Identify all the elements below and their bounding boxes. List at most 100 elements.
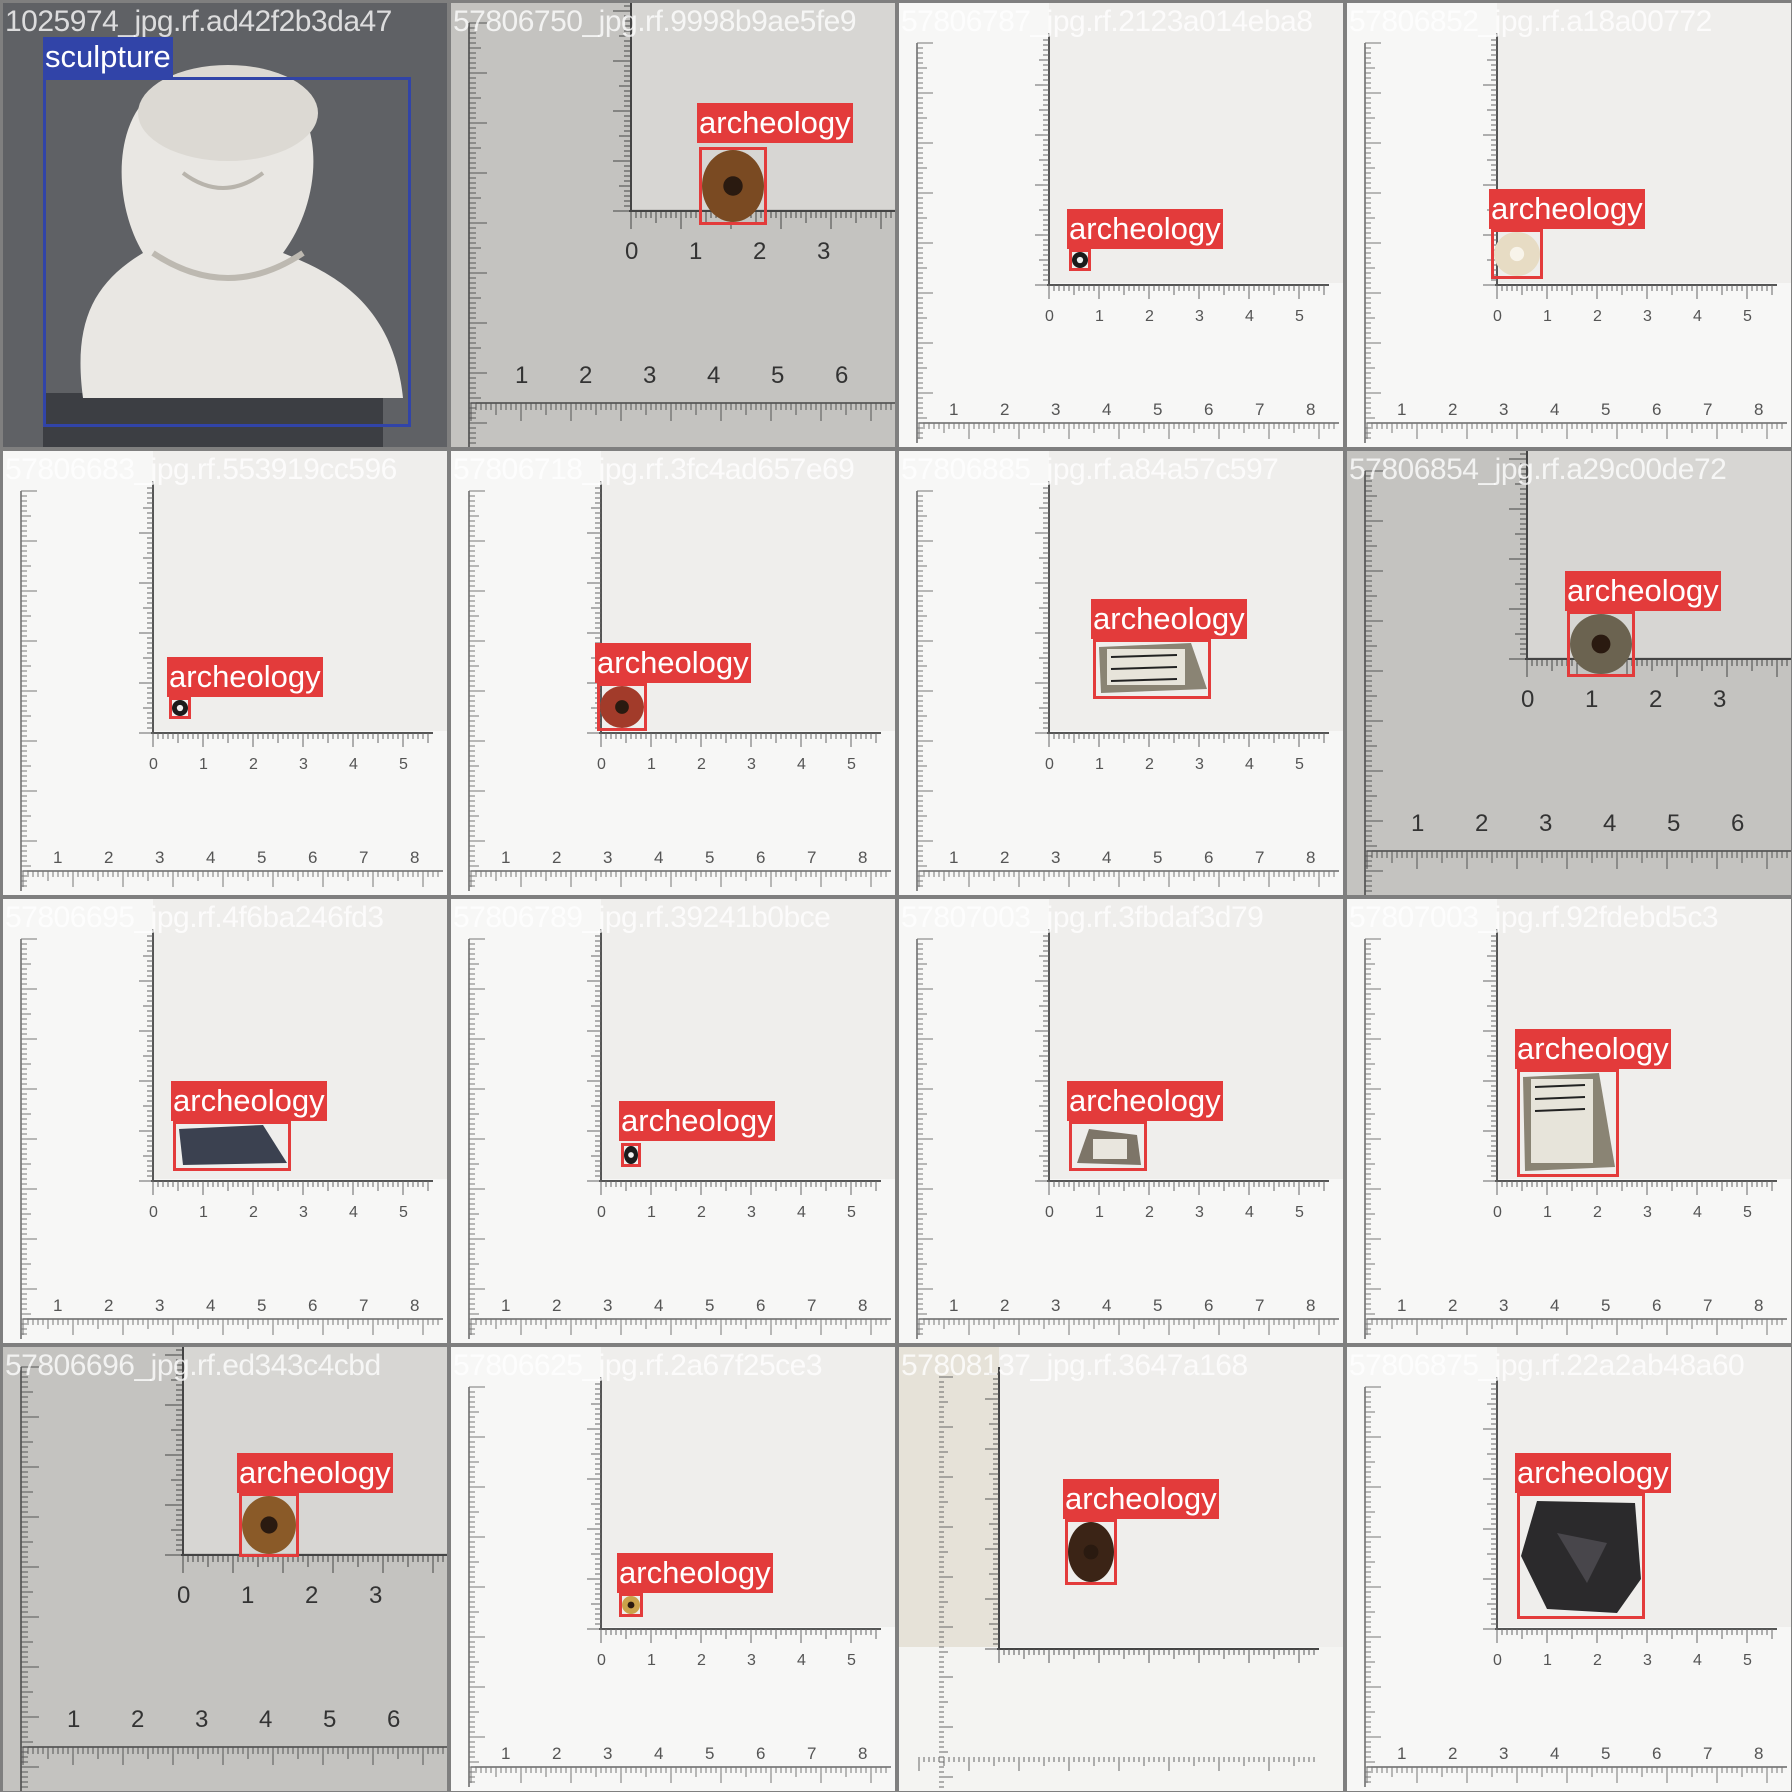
svg-text:3: 3 xyxy=(1499,1296,1508,1315)
class-label: archeology xyxy=(1515,1453,1671,1493)
svg-text:4: 4 xyxy=(1550,400,1559,419)
tile-photo: 0 1 2 3 4 5 1 2 3 4 5 6 7 8 xyxy=(1347,1347,1791,1791)
svg-text:0: 0 xyxy=(597,756,606,773)
bounding-box xyxy=(1567,611,1635,677)
svg-text:4: 4 xyxy=(1102,848,1111,867)
svg-text:2: 2 xyxy=(1649,686,1662,713)
svg-text:5: 5 xyxy=(771,362,784,389)
class-label: archeology xyxy=(167,657,323,697)
svg-text:1: 1 xyxy=(53,1296,62,1315)
svg-text:3: 3 xyxy=(1499,1744,1508,1763)
svg-text:4: 4 xyxy=(654,1296,663,1315)
svg-text:0: 0 xyxy=(149,756,158,773)
svg-text:8: 8 xyxy=(410,848,419,867)
svg-text:3: 3 xyxy=(1195,308,1204,325)
svg-text:5: 5 xyxy=(1153,1296,1162,1315)
svg-text:2: 2 xyxy=(552,848,561,867)
svg-text:1: 1 xyxy=(1397,1296,1406,1315)
ruler: 0 1 2 3 4 5 1 2 3 4 5 6 7 8 xyxy=(3,899,447,1343)
ruler: 0 1 2 3 4 5 1 2 3 4 5 6 7 8 xyxy=(899,3,1343,447)
svg-text:5: 5 xyxy=(1295,756,1304,773)
artifact xyxy=(622,1596,640,1614)
image-tile: 0 1 2 3 4 5 1 2 3 4 5 6 7 8 57807003_jpg.rf.3fbdaf3d79… xyxy=(899,899,1343,1343)
svg-text:3: 3 xyxy=(747,1652,756,1669)
svg-text:1: 1 xyxy=(501,1296,510,1315)
ruler: 0 1 2 3 4 5 1 2 3 4 5 6 7 8 xyxy=(1347,899,1791,1343)
svg-text:4: 4 xyxy=(1550,1296,1559,1315)
image-tile: 0 1 2 3 4 5 1 2 3 4 5 6 7 8 57806852_jpg.rf.a18a00772 a… xyxy=(1347,3,1791,447)
svg-text:2: 2 xyxy=(1145,756,1154,773)
svg-text:2: 2 xyxy=(249,756,258,773)
svg-text:7: 7 xyxy=(1703,1744,1712,1763)
svg-text:3: 3 xyxy=(1643,1204,1652,1221)
class-label: archeology xyxy=(1489,189,1645,229)
svg-text:4: 4 xyxy=(206,848,215,867)
svg-text:2: 2 xyxy=(1145,1204,1154,1221)
svg-text:7: 7 xyxy=(1255,400,1264,419)
artifact xyxy=(1068,1522,1114,1582)
svg-text:5: 5 xyxy=(399,1204,408,1221)
class-label: archeology xyxy=(1067,1081,1223,1121)
artifact xyxy=(242,1496,296,1554)
svg-text:4: 4 xyxy=(1102,1296,1111,1315)
svg-text:5: 5 xyxy=(705,1744,714,1763)
svg-text:6: 6 xyxy=(1652,1744,1661,1763)
svg-text:4: 4 xyxy=(797,1204,806,1221)
tile-photo: 0 1 2 3 4 5 1 2 3 4 5 6 7 8 xyxy=(899,899,1343,1343)
svg-text:2: 2 xyxy=(1475,810,1488,837)
svg-text:7: 7 xyxy=(359,1296,368,1315)
svg-text:2: 2 xyxy=(305,1582,318,1609)
svg-text:1: 1 xyxy=(67,1706,80,1733)
class-label: archeology xyxy=(1067,209,1223,249)
svg-text:4: 4 xyxy=(654,1744,663,1763)
svg-text:8: 8 xyxy=(410,1296,419,1315)
svg-text:5: 5 xyxy=(1295,1204,1304,1221)
svg-text:8: 8 xyxy=(1306,848,1315,867)
tile-photo: 0 1 2 3 4 5 1 2 3 4 5 6 7 8 xyxy=(451,451,895,895)
svg-text:5: 5 xyxy=(257,1296,266,1315)
class-label: sculpture xyxy=(43,37,173,77)
bounding-box xyxy=(239,1493,299,1557)
svg-text:2: 2 xyxy=(552,1296,561,1315)
class-label: archeology xyxy=(1063,1479,1219,1519)
svg-text:1: 1 xyxy=(241,1582,254,1609)
bounding-box xyxy=(619,1593,643,1617)
artifact xyxy=(1072,252,1088,268)
svg-text:3: 3 xyxy=(1195,1204,1204,1221)
image-tile: 0 1 2 3 4 5 1 2 3 4 5 6 7 8 57807003_jpg.rf.92fdebd5c3… xyxy=(1347,899,1791,1343)
svg-text:5: 5 xyxy=(323,1706,336,1733)
svg-text:4: 4 xyxy=(206,1296,215,1315)
svg-text:1: 1 xyxy=(53,848,62,867)
svg-text:3: 3 xyxy=(1051,400,1060,419)
class-label: archeology xyxy=(1565,571,1721,611)
svg-text:5: 5 xyxy=(1667,810,1680,837)
image-tile: 0 1 2 3 4 5 1 2 3 4 5 6 7 8 57806625_jpg.rf.2a67f25ce3… xyxy=(451,1347,895,1791)
class-label: archeology xyxy=(237,1453,393,1493)
artifact xyxy=(624,1146,638,1164)
svg-text:2: 2 xyxy=(1593,1204,1602,1221)
svg-text:5: 5 xyxy=(1601,1296,1610,1315)
svg-text:5: 5 xyxy=(705,1296,714,1315)
artifact xyxy=(172,700,188,716)
svg-text:6: 6 xyxy=(1204,400,1213,419)
svg-text:3: 3 xyxy=(747,1204,756,1221)
tile-photo: 0 1 2 3 4 5 1 2 3 4 5 6 7 8 xyxy=(1347,899,1791,1343)
svg-text:8: 8 xyxy=(858,1744,867,1763)
svg-text:5: 5 xyxy=(1601,1744,1610,1763)
svg-text:5: 5 xyxy=(1153,848,1162,867)
svg-text:4: 4 xyxy=(1693,1204,1702,1221)
svg-text:1: 1 xyxy=(1543,308,1552,325)
svg-text:2: 2 xyxy=(1593,1652,1602,1669)
svg-text:2: 2 xyxy=(1000,848,1009,867)
image-tile: 0 1 2 3 4 5 1 2 3 4 5 6 7 8 57806718_jpg.rf.3fc4ad657e… xyxy=(451,451,895,895)
bounding-box xyxy=(173,1121,291,1171)
svg-text:8: 8 xyxy=(1754,1744,1763,1763)
svg-text:4: 4 xyxy=(1102,400,1111,419)
svg-text:0: 0 xyxy=(597,1652,606,1669)
svg-text:3: 3 xyxy=(195,1706,208,1733)
svg-text:0: 0 xyxy=(1493,1652,1502,1669)
svg-text:0: 0 xyxy=(597,1204,606,1221)
svg-text:2: 2 xyxy=(249,1204,258,1221)
svg-text:0: 0 xyxy=(177,1582,190,1609)
